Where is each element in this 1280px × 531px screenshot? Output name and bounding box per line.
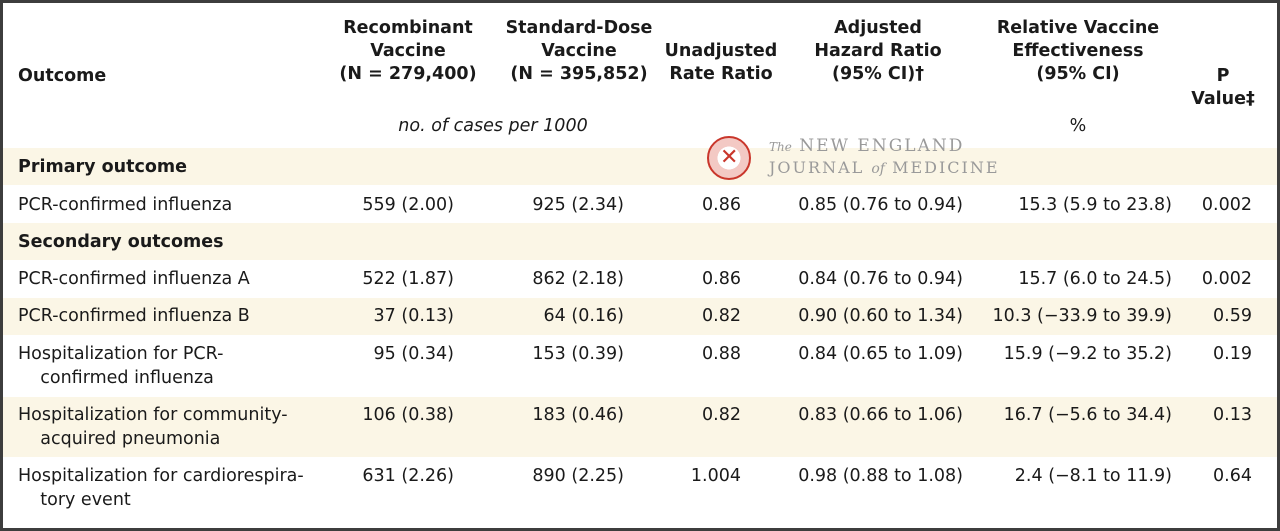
nejm-logo: The NEW ENGLAND JOURNAL of MEDICINE <box>707 134 1007 186</box>
row-adjusted: 0.85 (0.76 to 0.94) <box>798 195 963 215</box>
units-percent: % <box>1069 116 1087 136</box>
row-recombinant: 559 (2.00) <box>362 195 454 215</box>
row-relative: 15.7 (6.0 to 24.5) <box>1018 269 1172 289</box>
units-cases: no. of cases per 1000 <box>398 116 588 136</box>
row-relative: 15.3 (5.9 to 23.8) <box>1018 195 1172 215</box>
table-row: Hospitalization for community- acquired … <box>3 397 1277 457</box>
header-unadjusted: Unadjusted Rate Ratio <box>664 41 778 84</box>
section-primary-row: Primary outcome <box>3 148 1277 185</box>
row-recombinant: 106 (0.38) <box>362 405 454 425</box>
row-unadjusted: 0.86 <box>702 269 741 289</box>
section-secondary-label: Secondary outcomes <box>18 232 224 252</box>
row-outcome: Hospitalization for cardiorespira- tory … <box>18 466 304 510</box>
row-outcome: Hospitalization for PCR- confirmed influ… <box>18 344 224 388</box>
header-standard: Standard-Dose Vaccine (N = 395,852) <box>505 18 653 84</box>
row-standard: 890 (2.25) <box>532 466 624 486</box>
row-outcome: PCR-confirmed influenza A <box>18 269 250 289</box>
row-relative: 15.9 (−9.2 to 35.2) <box>1003 344 1172 364</box>
row-standard: 64 (0.16) <box>543 306 624 326</box>
row-pvalue: 0.64 <box>1213 466 1252 486</box>
row-recombinant: 631 (2.26) <box>362 466 454 486</box>
section-primary-label: Primary outcome <box>18 157 187 177</box>
row-relative: 10.3 (−33.9 to 39.9) <box>992 306 1172 326</box>
row-unadjusted: 1.004 <box>690 466 741 486</box>
table-row: Hospitalization for PCR- confirmed influ… <box>3 335 1277 397</box>
row-recombinant: 37 (0.13) <box>373 306 454 326</box>
row-pvalue: 0.13 <box>1213 405 1252 425</box>
row-unadjusted: 0.86 <box>702 195 741 215</box>
row-standard: 925 (2.34) <box>532 195 624 215</box>
nejm-seal-icon <box>707 136 751 180</box>
header-relative: Relative Vaccine Effectiveness (95% CI) <box>996 18 1160 84</box>
row-relative: 16.7 (−5.6 to 34.4) <box>1003 405 1172 425</box>
row-adjusted: 0.83 (0.66 to 1.06) <box>798 405 963 425</box>
table-row: PCR-confirmed influenza B 37 (0.13) 64 (… <box>3 298 1277 335</box>
row-pvalue: 0.002 <box>1201 195 1252 215</box>
row-pvalue: 0.19 <box>1213 344 1252 364</box>
row-adjusted: 0.98 (0.88 to 1.08) <box>798 466 963 486</box>
row-recombinant: 95 (0.34) <box>373 344 454 364</box>
header-adjusted: Adjusted Hazard Ratio (95% CI)† <box>814 18 942 84</box>
section-secondary-row: Secondary outcomes <box>3 223 1277 260</box>
header-outcome: Outcome <box>18 66 107 86</box>
row-relative: 2.4 (−8.1 to 11.9) <box>1014 466 1172 486</box>
row-outcome: Hospitalization for community- acquired … <box>18 405 288 449</box>
row-standard: 183 (0.46) <box>532 405 624 425</box>
row-outcome: PCR-confirmed influenza B <box>18 306 250 326</box>
row-unadjusted: 0.82 <box>702 306 741 326</box>
row-adjusted: 0.90 (0.60 to 1.34) <box>798 306 963 326</box>
row-outcome: PCR-confirmed influenza <box>18 195 233 215</box>
row-standard: 862 (2.18) <box>532 269 624 289</box>
table-row: Hospitalization for cardiorespira- tory … <box>3 457 1277 528</box>
table-row: PCR-confirmed influenza A 522 (1.87) 862… <box>3 260 1277 298</box>
row-pvalue: 0.59 <box>1213 306 1252 326</box>
row-pvalue: 0.002 <box>1201 269 1252 289</box>
table-header: Outcome Recombinant Vaccine (N = 279,400… <box>3 3 1277 148</box>
row-unadjusted: 0.88 <box>702 344 741 364</box>
row-adjusted: 0.84 (0.65 to 1.09) <box>798 344 963 364</box>
results-table: Outcome Recombinant Vaccine (N = 279,400… <box>3 3 1277 528</box>
row-unadjusted: 0.82 <box>702 405 741 425</box>
table-row: PCR-confirmed influenza 559 (2.00) 925 (… <box>3 185 1277 223</box>
header-recombinant: Recombinant Vaccine (N = 279,400) <box>339 18 477 84</box>
header-pvalue: P Value‡ <box>1191 66 1255 109</box>
row-standard: 153 (0.39) <box>532 344 624 364</box>
row-recombinant: 522 (1.87) <box>362 269 454 289</box>
row-adjusted: 0.84 (0.76 to 0.94) <box>798 269 963 289</box>
